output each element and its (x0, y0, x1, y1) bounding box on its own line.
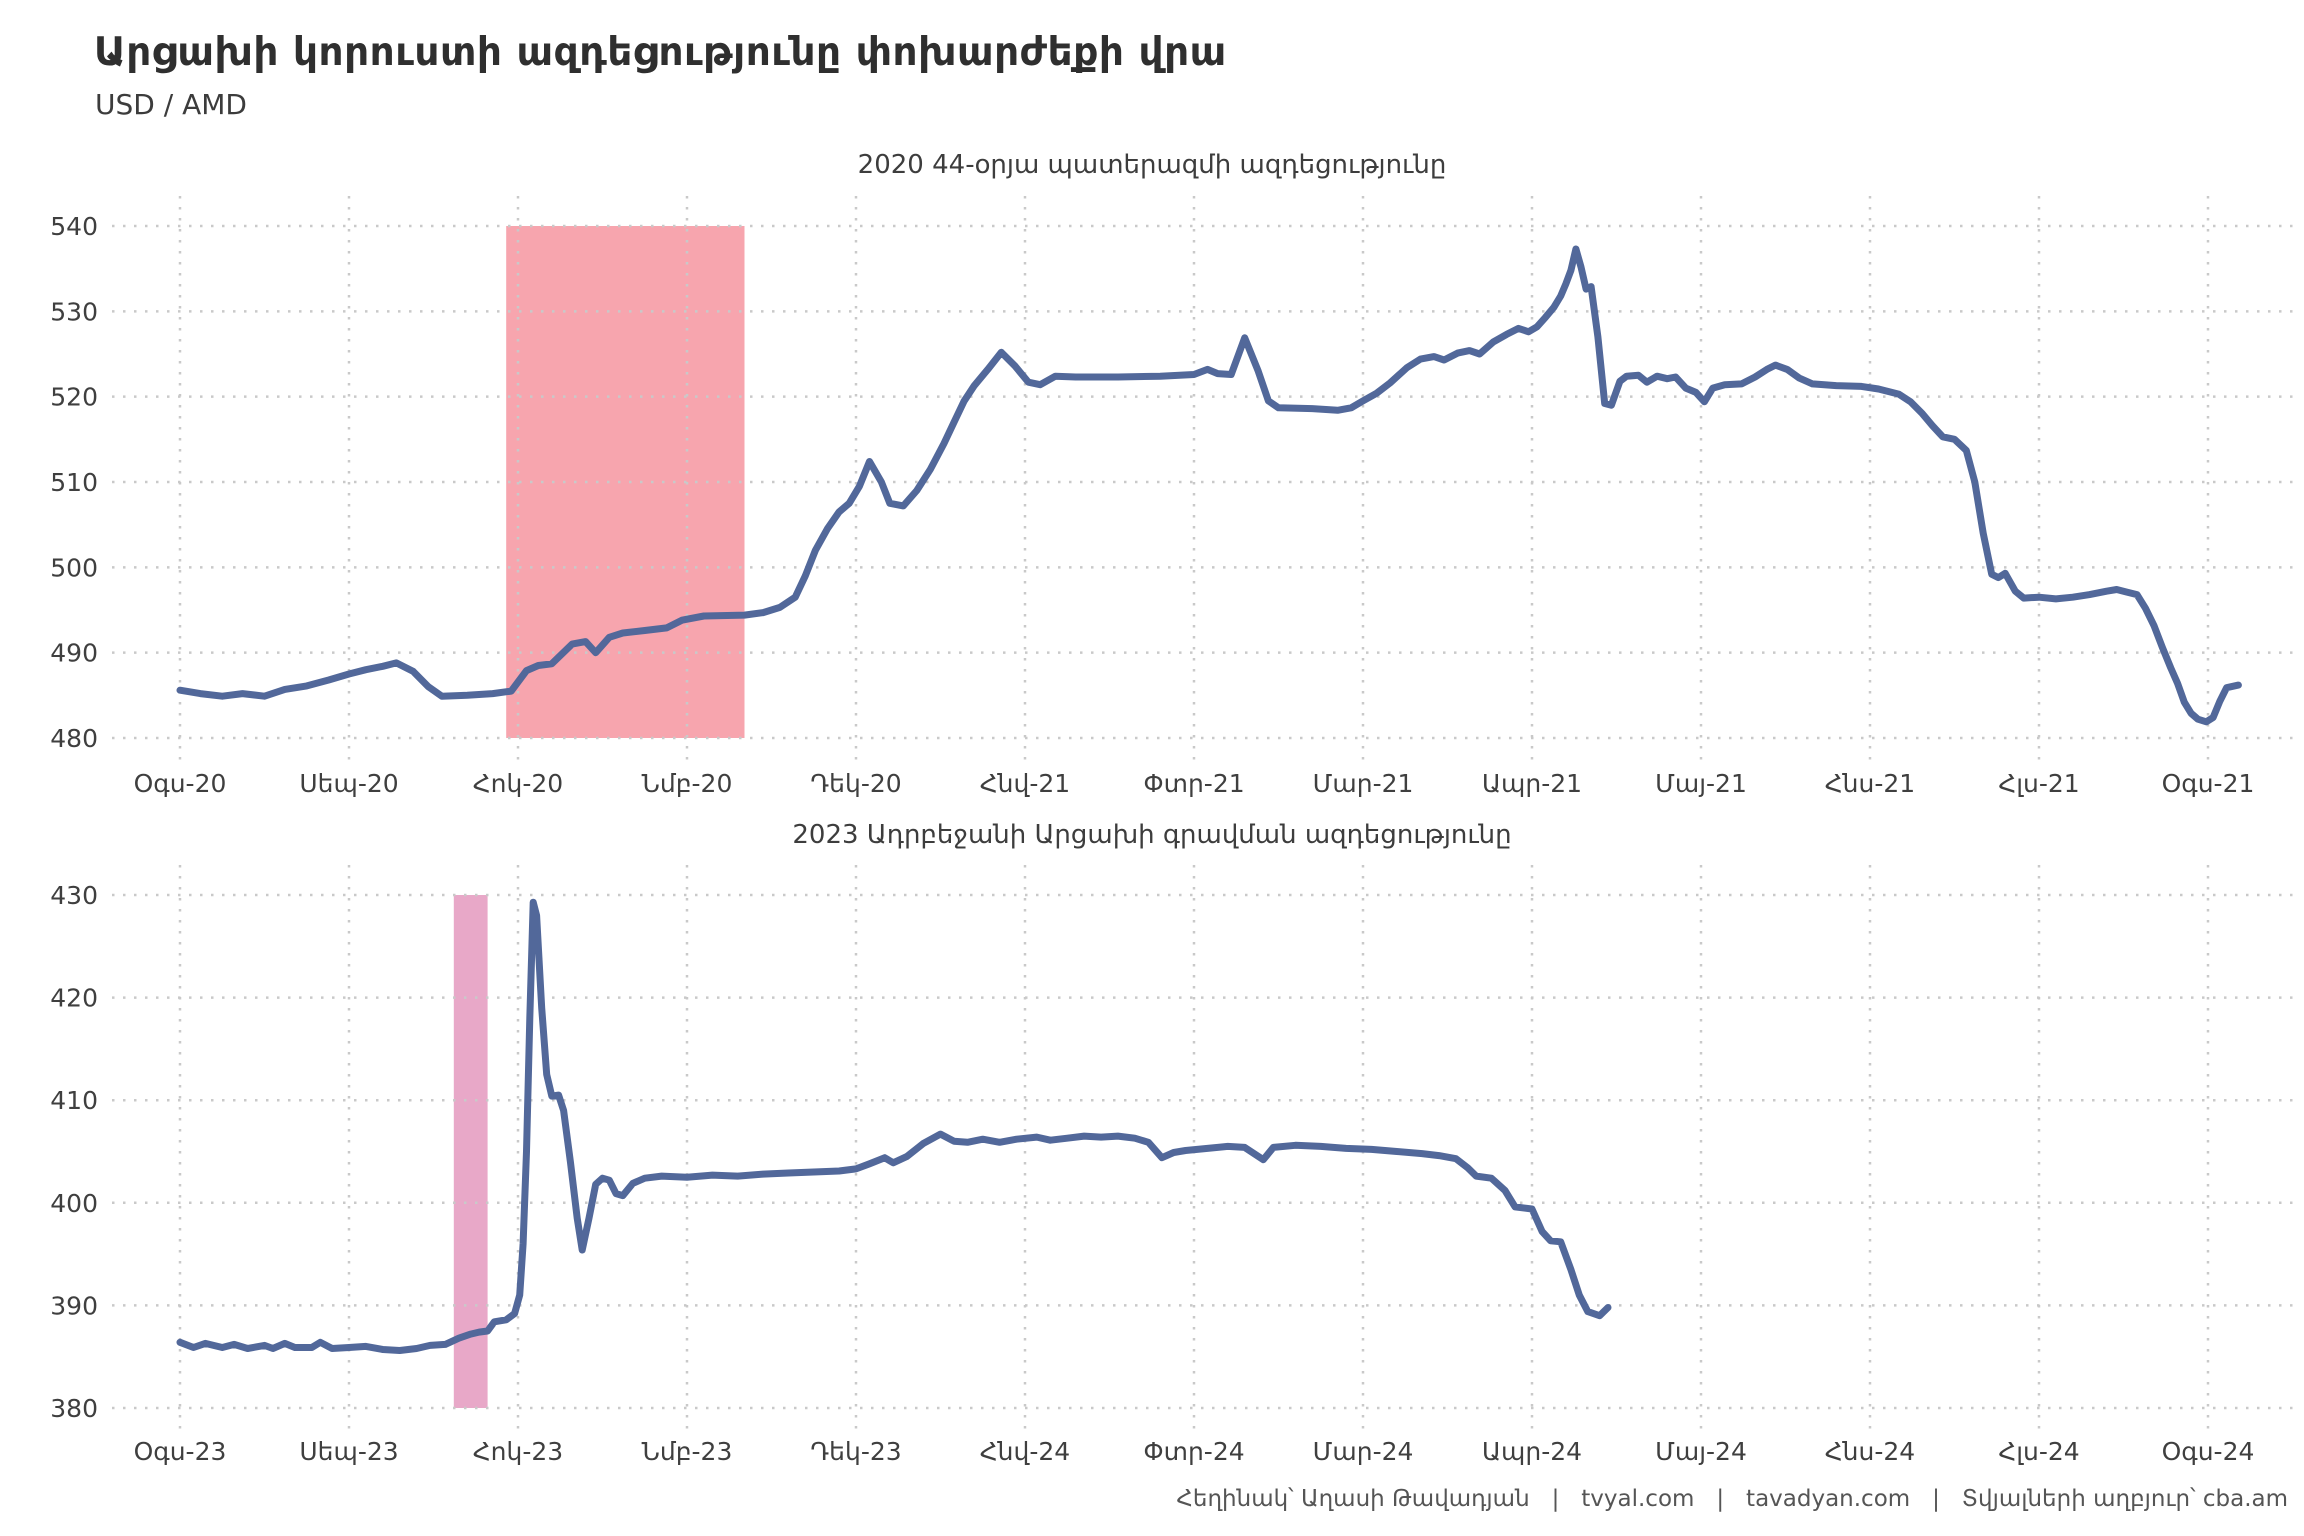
x-tick-label: Դեկ-23 (810, 1437, 901, 1466)
x-tick-label: Հլս-21 (1998, 769, 2079, 798)
x-tick-label: Մար-21 (1313, 769, 1414, 798)
x-tick-label: Օգս-21 (2162, 769, 2255, 798)
capture-band-2023 (453, 895, 488, 1408)
x-tick-label: Ապր-24 (1482, 1437, 1582, 1466)
x-tick-label: Հնվ-24 (980, 1437, 1070, 1466)
y-tick-label: 530 (50, 297, 98, 326)
y-tick-label: 390 (50, 1291, 98, 1320)
x-tick-label: Օգս-20 (134, 769, 227, 798)
credits-line: Հեղինակ՝ Աղասի Թավադյան | tvyal.com | ta… (1176, 1486, 2288, 1512)
x-tick-label: Սեպ-20 (299, 769, 398, 798)
x-tick-label: Օգս-24 (2162, 1437, 2255, 1466)
chart-2023-capture-panel: 430 420 410 400 390 380 Օգս-23 Սեպ-23 Հոկ-23 Նմբ-… (50, 865, 2294, 1466)
x-tick-label: Փտր-24 (1143, 1437, 1244, 1466)
x-tick-label: Նմբ-20 (642, 769, 733, 798)
x-tick-label: Ապր-21 (1482, 769, 1582, 798)
x-tick-label: Հնս-24 (1825, 1437, 1915, 1466)
chart-2020-war-panel: 540 530 520 510 500 490 480 Օգս-20 Սեպ-20 Հոկ-20 Ն… (50, 196, 2294, 798)
y-tick-label: 420 (50, 984, 98, 1013)
x-tick-label: Սեպ-23 (299, 1437, 398, 1466)
x-tick-label: Փտր-21 (1143, 769, 1244, 798)
chart-subtitle-2020: 2020 44-օրյա պատերազմի ազդեցությունը (857, 150, 1447, 180)
war-band-2020 (506, 226, 745, 738)
x-tick-label: Հլս-24 (1998, 1437, 2079, 1466)
x-tick-label: Հոկ-23 (473, 1437, 563, 1466)
rate-line-2020 (176, 245, 2242, 726)
rate-line-2023 (176, 898, 1612, 1354)
x-tick-label: Նմբ-23 (642, 1437, 733, 1466)
y-tick-label: 490 (50, 639, 98, 668)
page-subtitle: USD / AMD (95, 88, 247, 121)
y-tick-label: 520 (50, 383, 98, 412)
x-tick-label: Մար-24 (1313, 1437, 1414, 1466)
page-title: Արցախի կորուստի ազդեցությունը փոխարժեքի … (94, 30, 1227, 75)
x-tick-label: Հնս-21 (1825, 769, 1915, 798)
y-tick-label: 400 (50, 1189, 98, 1218)
y-tick-label: 380 (50, 1394, 98, 1423)
y-tick-label: 410 (50, 1086, 98, 1115)
y-tick-label: 500 (50, 553, 98, 582)
x-tick-label: Մայ-24 (1655, 1437, 1747, 1466)
x-tick-label: Հնվ-21 (980, 769, 1070, 798)
y-tick-label: 510 (50, 468, 98, 497)
y-tick-label: 480 (50, 724, 98, 753)
x-tick-label: Օգս-23 (134, 1437, 227, 1466)
x-tick-label: Հոկ-20 (473, 769, 563, 798)
x-tick-label: Մայ-21 (1655, 769, 1747, 798)
y-tick-label: 540 (50, 212, 98, 241)
chart-subtitle-2023: 2023 Ադրբեջանի Արցախի գրավման ազդեցությո… (792, 820, 1512, 850)
y-tick-label: 430 (50, 881, 98, 910)
x-tick-label: Դեկ-20 (810, 769, 901, 798)
